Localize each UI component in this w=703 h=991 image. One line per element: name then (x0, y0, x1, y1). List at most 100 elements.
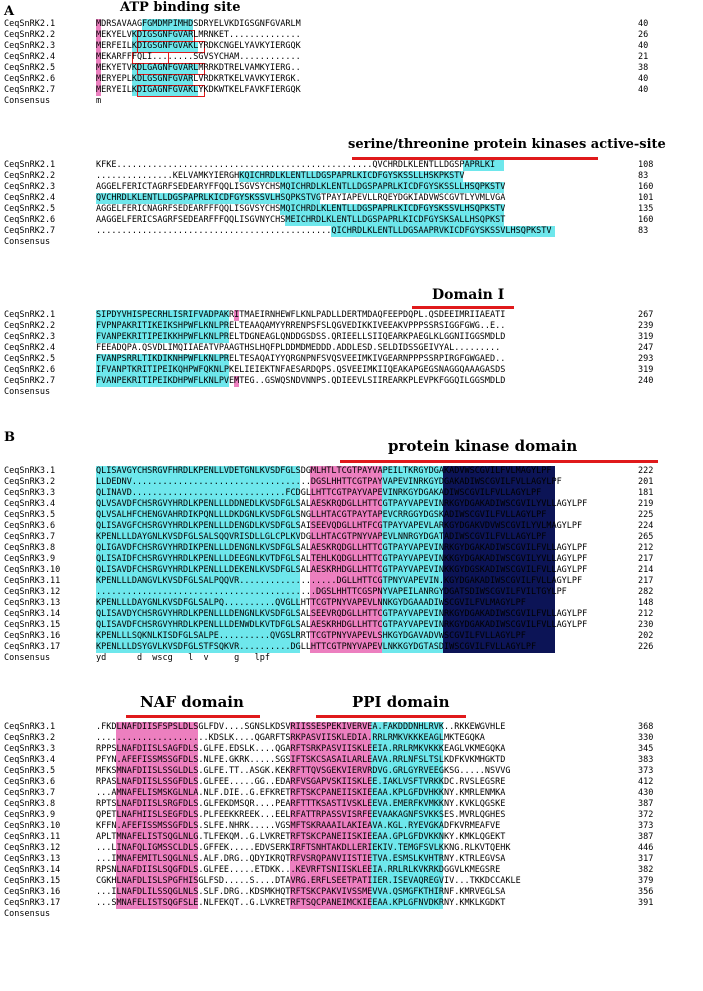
residue-highlight (289, 865, 372, 876)
residue-highlight (96, 74, 102, 85)
residue-highlight (96, 52, 102, 63)
sequence-name: CeqSnRK3.2 (4, 733, 56, 743)
residue-highlight (442, 466, 555, 477)
alignment-row: CeqSnRK3.10 KFFN.AFEFISSMSSGFDLS.SLFE.NHR… (4, 821, 653, 832)
residue-highlight (371, 733, 443, 744)
sequence-name: CeqSnRK2.1 (4, 310, 56, 320)
sequence-residues: AGGELFERICNAGRFSEDEARFFFQQLISGVSYCHSMQIC… (96, 204, 506, 214)
sequence-end-position: 26 (638, 30, 649, 40)
sequence-name: CeqSnRK3.12 (4, 587, 61, 597)
sequence-name: CeqSnRK3.2 (4, 477, 56, 487)
sequence-name: CeqSnRK3.3 (4, 488, 56, 498)
residue-highlight (116, 722, 198, 733)
alignment-row: CeqSnRK3.5 QLVSALHFCHENGVAHRDIKPQNLLLDKDG… (4, 510, 653, 521)
sequence-residues: RPSNLNAFDIISLSQGFDLS.GLFEE.....ETDKK...K… (96, 865, 501, 875)
alignment-row: CeqSnRK3.11 KPENLLLDANGVLKVSDFGLSALPQQVR.… (4, 576, 653, 587)
residue-highlight (371, 821, 443, 832)
sequence-name: CeqSnRK3.14 (4, 609, 61, 619)
sequence-end-position: 265 (638, 532, 654, 542)
residue-highlight (289, 799, 372, 810)
residue-highlight (310, 554, 382, 565)
sequence-name: CeqSnRK2.3 (4, 182, 56, 192)
alignment-row: CeqSnRK3.14 QLISAVDYCHSRGVYHRDLKPENLLLDEN… (4, 609, 653, 620)
sequence-residues: AAGGELFERICSAGRFSEDEARFFFQQLISGVNYCHSMEI… (96, 215, 506, 225)
residue-highlight (381, 477, 443, 488)
residue-highlight (371, 887, 443, 898)
residue-highlight (310, 576, 382, 587)
residue-highlight (116, 854, 198, 865)
sequence-residues: KPENLLLDAYGNLKVSDFGLSALSQQVRISDLLGLCPLKV… (96, 532, 547, 542)
residue-highlight (442, 521, 555, 532)
alignment-block-a3: CeqSnRK2.1 SIPDYVHISPECRHLISRIFVADPAKRITM… (4, 310, 653, 398)
sequence-end-position: 239 (638, 321, 654, 331)
residue-highlight (442, 510, 555, 521)
sequence-name: CeqSnRK3.8 (4, 543, 56, 553)
residue-highlight (116, 744, 198, 755)
sequence-end-position: 108 (638, 160, 654, 170)
sequence-name: CeqSnRK3.15 (4, 620, 61, 630)
sequence-name: CeqSnRK3.17 (4, 642, 61, 652)
sequence-name: CeqSnRK3.4 (4, 755, 56, 765)
residue-highlight (381, 565, 443, 576)
sequence-name: CeqSnRK3.3 (4, 744, 56, 754)
consensus-label: Consensus (4, 237, 51, 247)
residue-highlight (233, 310, 239, 321)
sequence-residues: QLISAVGFCHSRGVYHRDLKPENLLLDENGDLKVSDFGLS… (96, 521, 583, 531)
residue-highlight (96, 532, 300, 543)
sequence-end-position: 148 (638, 598, 654, 608)
residue-highlight (96, 554, 300, 565)
residue-highlight (310, 565, 382, 576)
residue-highlight (442, 532, 555, 543)
residue-highlight (371, 766, 443, 777)
sequence-name: CeqSnRK3.7 (4, 532, 56, 542)
sequence-end-position: 446 (638, 843, 654, 853)
residue-highlight (381, 598, 443, 609)
alignment-row: CeqSnRK3.16 ...ILNAFDLILSSQGLNLS.SLF.DRG.… (4, 887, 653, 898)
sequence-name: CeqSnRK3.14 (4, 865, 61, 875)
atp-site-box (136, 63, 206, 75)
sequence-name: CeqSnRK3.1 (4, 722, 56, 732)
sequence-end-position: 40 (638, 19, 649, 29)
alignment-row: CeqSnRK2.4 QVCHRDLKLENTLLDGSPAPRLKICDFGYS… (4, 193, 653, 204)
alignment-row: CeqSnRK2.7 MERYEILKDIGAGNFGVAKLYKDKWTKELF… (4, 85, 648, 96)
alignment-row: CeqSnRK3.17 KPENLLLDSYGVLKVSDFGLSTFSQKVR.… (4, 642, 653, 653)
sequence-name: CeqSnRK3.4 (4, 499, 56, 509)
residue-highlight (442, 598, 555, 609)
residue-highlight (131, 63, 198, 74)
residue-highlight (116, 887, 198, 898)
residue-highlight (157, 310, 168, 321)
sequence-residues: SIPDYVHISPECRHLISRIFVADPAKRITMAEIRNHEWFL… (96, 310, 506, 320)
sequence-end-position: 83 (638, 226, 649, 236)
alignment-row: CeqSnRK3.12.............................… (4, 587, 653, 598)
sequence-residues: ...............KELVAMKYIERGHKQICHRDLKLEN… (96, 171, 465, 181)
alignment-row: CeqSnRK3.16 KPENLLLSQKNLKISDFGLSALPE.....… (4, 631, 653, 642)
residue-highlight (381, 510, 443, 521)
residue-highlight (289, 788, 372, 799)
alignment-row: CeqSnRK2.1 SIPDYVHISPECRHLISRIFVADPAKRITM… (4, 310, 653, 321)
sequence-end-position: 293 (638, 354, 654, 364)
sequence-residues: FVPNPAKRITIKEIKSHPWFLKNLPRELTEAAQAMYYRRE… (96, 321, 506, 331)
sequence-name: CeqSnRK3.13 (4, 854, 61, 864)
sequence-name: CeqSnRK3.9 (4, 554, 56, 564)
sequence-end-position: 212 (638, 609, 654, 619)
alignment-row: CeqSnRK2.1 KFKE..........................… (4, 160, 653, 171)
sequence-name: CeqSnRK2.2 (4, 171, 56, 181)
active-site-label: serine/threonine protein kinases active-… (348, 137, 666, 152)
residue-highlight (96, 565, 300, 576)
alignment-block-a1: CeqSnRK2.1 MDRSAVAAGFGMDMPIMHDSDRYELVKDIG… (4, 19, 648, 107)
residue-highlight (289, 832, 372, 843)
alignment-row: CeqSnRK3.3 QLINAVD.......................… (4, 488, 653, 499)
residue-highlight (310, 620, 382, 631)
sequence-end-position: 330 (638, 733, 654, 743)
residue-highlight (96, 587, 300, 598)
sequence-end-position: 383 (638, 755, 654, 765)
alignment-row: CeqSnRK3.17 ...SMNAFELISTSQGFSLE.NLFEKQT.… (4, 898, 653, 909)
sequence-end-position: 225 (638, 510, 654, 520)
residue-highlight (310, 532, 382, 543)
residue-highlight (96, 365, 229, 376)
alignment-row: CeqSnRK3.8 RPTSLNAFDIISLSRGFDLS.GLFEKDMSQ… (4, 799, 653, 810)
sequence-residues: QLISAVGYCHSRGVFHRDLKPENLLVDETGNLKVSDFGLS… (96, 466, 552, 476)
sequence-residues: MEKYETVKDLGAGNFGVARLMRRKDTRELVAMKYIERG.. (96, 63, 301, 73)
sequence-residues: FVANPEKRITIPEIKKHPWFLKNLPRELTDGNEAGLQNDD… (96, 332, 506, 342)
sequence-residues: AGGELFERICTAGRFSEDEARYFFQQLISGVSYCHSMQIC… (96, 182, 506, 192)
